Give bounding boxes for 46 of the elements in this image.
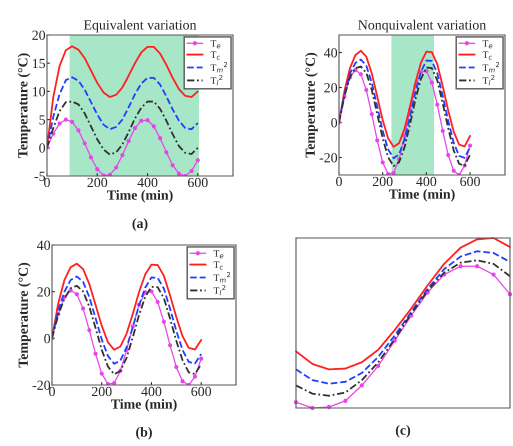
x-tick-label: 400	[141, 386, 162, 396]
y-axis-title: Temperature (°C)	[18, 53, 30, 158]
text: (b)	[136, 427, 152, 440]
y-tick-label: -20	[320, 153, 338, 162]
y-tick-label: 0	[331, 118, 338, 128]
legend-label: T$_{m}$$^{2}$	[210, 62, 228, 72]
x-tick-label: 600	[191, 386, 212, 396]
y-tick-label: 20	[37, 287, 50, 297]
y-tick-label: 40	[324, 48, 338, 58]
y-tick-label: -20	[32, 380, 50, 390]
legend-label: T$_{c}$	[210, 52, 220, 60]
y-tick-label: 0	[44, 334, 50, 344]
x-tick-label: 200	[372, 176, 393, 186]
x-tick-label: 200	[92, 386, 112, 396]
y-axis-title: Temperature (°C)	[305, 52, 318, 158]
legend-label: T$_{l}$$^{2}$	[482, 74, 494, 86]
legend-label: T$_{e}$	[482, 40, 492, 48]
y-tick-label: 40	[36, 240, 50, 250]
x-tick-label: 400	[137, 178, 158, 188]
x-axis-title: Time (min)	[110, 398, 177, 412]
legend-label: T$_{m}$$^{2}$	[482, 62, 500, 72]
text: (c)	[396, 425, 410, 438]
legend-label: T$_{l}$$^{2}$	[210, 74, 222, 86]
x-tick-label: 200	[87, 178, 108, 188]
y-tick-label: -5	[34, 172, 46, 181]
y-tick-label: 10	[32, 86, 46, 96]
x-axis-title: Time (min)	[106, 190, 173, 203]
legend-label: T$_{l}$$^{2}$	[214, 284, 226, 296]
legend-label: T$_{e}$	[214, 250, 224, 258]
y-tick-label: 0	[39, 143, 46, 153]
legend-label: T$_{c}$	[214, 262, 224, 270]
legend-label: T$_{e}$	[210, 40, 220, 48]
chart-title: Nonquivalent variation	[358, 20, 486, 32]
y-tick-label: 20	[32, 30, 46, 40]
y-tick-label: 5	[39, 115, 46, 125]
text: (a)	[132, 218, 148, 231]
x-tick-label: 400	[416, 176, 436, 186]
x-tick-label: 600	[188, 178, 208, 188]
legend-label: T$_{m}$$^{2}$	[214, 272, 230, 282]
y-tick-label: 20	[324, 83, 338, 92]
y-tick-label: 15	[32, 58, 46, 68]
y-axis-title: Temperature (°C)	[18, 262, 31, 368]
legend-label: T$_{c}$	[482, 52, 492, 60]
x-axis-title: Time (min)	[388, 188, 455, 202]
chart-title: Equivalent variation	[84, 20, 196, 32]
x-tick-label: 600	[460, 176, 480, 186]
